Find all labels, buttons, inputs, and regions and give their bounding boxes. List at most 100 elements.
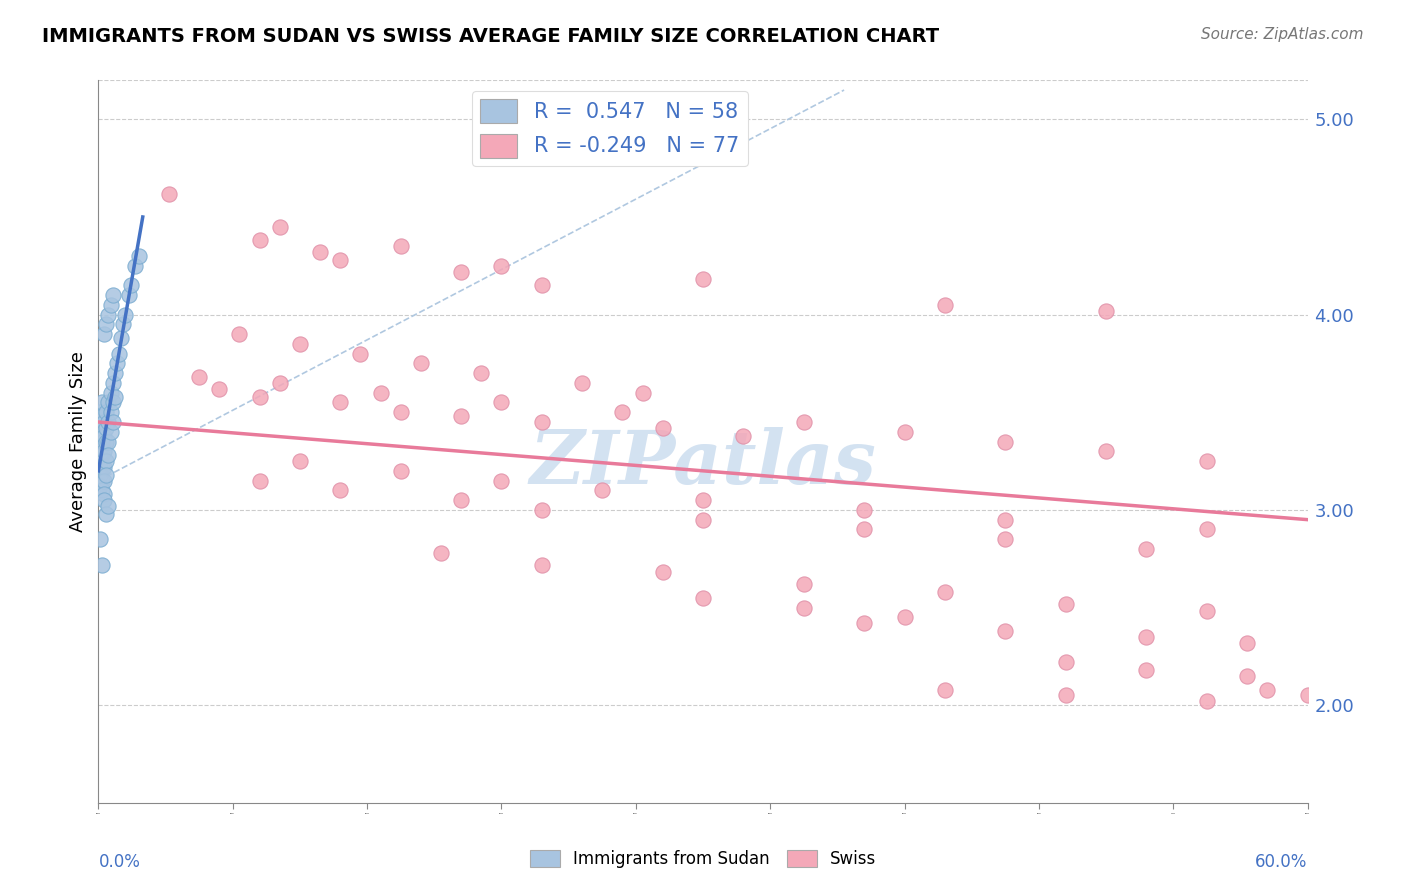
Point <box>101 395 124 409</box>
Point <box>994 532 1017 546</box>
Point <box>89 441 111 455</box>
Point <box>994 513 1017 527</box>
Point <box>208 382 231 396</box>
Text: Source: ZipAtlas.com: Source: ZipAtlas.com <box>1201 27 1364 42</box>
Point <box>91 395 114 409</box>
Point <box>530 415 553 429</box>
Point <box>89 467 111 482</box>
Text: IMMIGRANTS FROM SUDAN VS SWISS AVERAGE FAMILY SIZE CORRELATION CHART: IMMIGRANTS FROM SUDAN VS SWISS AVERAGE F… <box>42 27 939 45</box>
Point <box>1195 604 1218 618</box>
Point <box>93 487 115 501</box>
Point <box>1195 523 1218 537</box>
Point <box>91 558 114 572</box>
Text: 0.0%: 0.0% <box>98 854 141 871</box>
Point <box>1135 541 1157 556</box>
Point <box>1195 694 1218 708</box>
Point <box>389 405 412 419</box>
Point <box>530 558 553 572</box>
Point <box>120 278 142 293</box>
Point <box>100 425 122 439</box>
Point <box>733 428 755 442</box>
Point <box>1054 655 1077 669</box>
Point <box>692 493 714 508</box>
Point <box>1135 630 1157 644</box>
Point <box>96 467 118 482</box>
Point <box>249 474 271 488</box>
Legend: R =  0.547   N = 58, R = -0.249   N = 77: R = 0.547 N = 58, R = -0.249 N = 77 <box>471 91 748 166</box>
Point <box>1236 635 1258 649</box>
Point <box>409 356 432 370</box>
Y-axis label: Average Family Size: Average Family Size <box>69 351 87 532</box>
Point <box>91 459 114 474</box>
Point <box>430 546 453 560</box>
Point <box>1195 454 1218 468</box>
Point <box>97 415 120 429</box>
Point <box>793 600 815 615</box>
Point <box>97 448 120 462</box>
Point <box>100 298 122 312</box>
Point <box>103 390 125 404</box>
Point <box>450 493 472 508</box>
Point <box>96 318 118 332</box>
Point <box>1256 682 1278 697</box>
Point <box>89 459 111 474</box>
Point <box>491 474 513 488</box>
Point <box>349 346 371 360</box>
Point <box>389 239 412 253</box>
Point <box>128 249 150 263</box>
Point <box>1296 689 1319 703</box>
Point <box>110 331 132 345</box>
Point <box>288 337 311 351</box>
Point <box>96 454 118 468</box>
Legend: Immigrants from Sudan, Swiss: Immigrants from Sudan, Swiss <box>523 843 883 875</box>
Point <box>91 448 114 462</box>
Point <box>97 395 120 409</box>
Point <box>93 493 115 508</box>
Point <box>124 259 146 273</box>
Point <box>793 415 815 429</box>
Point <box>249 234 271 248</box>
Point <box>692 591 714 605</box>
Point <box>530 503 553 517</box>
Point <box>571 376 593 390</box>
Point <box>91 483 114 498</box>
Text: 60.0%: 60.0% <box>1256 854 1308 871</box>
Point <box>107 346 129 360</box>
Point <box>228 327 250 342</box>
Point <box>450 409 472 424</box>
Point <box>1236 669 1258 683</box>
Point <box>96 421 118 435</box>
Point <box>1095 444 1118 458</box>
Point <box>591 483 613 498</box>
Point <box>91 434 114 449</box>
Text: ZIPatlas: ZIPatlas <box>530 427 876 500</box>
Point <box>1095 303 1118 318</box>
Point <box>93 415 115 429</box>
Point <box>692 272 714 286</box>
Point <box>249 390 271 404</box>
Point <box>389 464 412 478</box>
Point <box>491 259 513 273</box>
Point <box>692 513 714 527</box>
Point <box>288 454 311 468</box>
Point <box>93 459 115 474</box>
Point <box>97 434 120 449</box>
Point <box>101 415 124 429</box>
Point <box>370 385 392 400</box>
Point <box>853 523 876 537</box>
Point <box>269 376 291 390</box>
Point <box>470 366 492 380</box>
Point <box>111 318 134 332</box>
Point <box>530 278 553 293</box>
Point <box>1135 663 1157 677</box>
Point <box>934 298 956 312</box>
Point <box>100 385 122 400</box>
Point <box>853 616 876 631</box>
Point <box>100 405 122 419</box>
Point <box>1054 689 1077 703</box>
Point <box>893 610 915 624</box>
Point <box>89 428 111 442</box>
Point <box>329 483 352 498</box>
Point <box>157 186 180 201</box>
Point <box>450 265 472 279</box>
